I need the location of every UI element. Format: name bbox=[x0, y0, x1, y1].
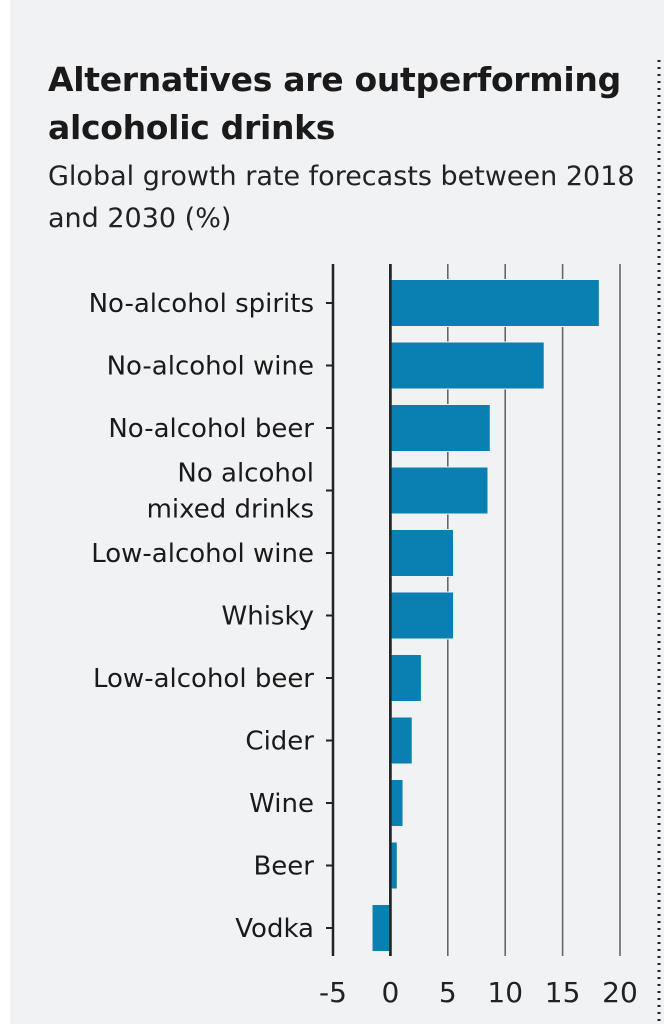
x-tick-label: 0 bbox=[381, 976, 399, 1009]
bar bbox=[389, 591, 455, 640]
x-tick-label: -5 bbox=[319, 976, 347, 1009]
chart-title: Alternatives are outperforming alcoholic… bbox=[48, 60, 621, 147]
bar bbox=[389, 654, 422, 702]
x-tick-label: 15 bbox=[545, 976, 581, 1009]
category-label: No alcohol bbox=[177, 459, 314, 489]
bar bbox=[389, 279, 600, 327]
bar bbox=[389, 716, 413, 765]
category-label: No-alcohol beer bbox=[108, 414, 314, 444]
x-tick-label: 5 bbox=[439, 976, 457, 1009]
category-label: Beer bbox=[253, 852, 314, 882]
category-label: Wine bbox=[249, 789, 314, 819]
category-label: Low-alcohol wine bbox=[91, 539, 314, 569]
category-label: mixed drinks bbox=[147, 495, 314, 525]
chart-subtitle: Global growth rate forecasts between 201… bbox=[48, 161, 635, 234]
category-label: Whisky bbox=[222, 602, 314, 632]
bar bbox=[371, 904, 391, 952]
x-tick-label: 20 bbox=[602, 976, 638, 1009]
bar bbox=[389, 529, 455, 577]
category-label: Vodka bbox=[235, 914, 314, 944]
category-label: No-alcohol spirits bbox=[89, 289, 314, 319]
x-tick-label: 10 bbox=[487, 976, 523, 1009]
category-label: No-alcohol wine bbox=[107, 352, 314, 382]
bar bbox=[389, 404, 491, 452]
category-label: Low-alcohol beer bbox=[93, 664, 314, 694]
bar bbox=[389, 466, 489, 515]
bar bbox=[389, 341, 545, 390]
left-edge bbox=[0, 0, 10, 1024]
bar bbox=[389, 779, 404, 827]
category-label: Cider bbox=[245, 727, 314, 757]
